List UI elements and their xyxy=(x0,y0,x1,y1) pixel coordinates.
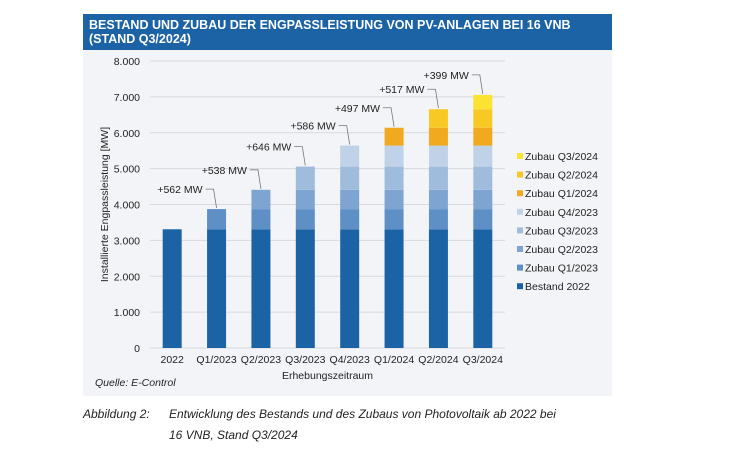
x-tick-label: Q1/2024 xyxy=(374,354,414,366)
caption-label: Abbildung 2: xyxy=(83,407,150,421)
y-tick-label: 0 xyxy=(134,343,140,355)
bar-segment xyxy=(295,166,315,190)
bar-segment xyxy=(384,209,404,230)
bar-segment xyxy=(207,229,227,348)
legend-label: Zubau Q2/2023 xyxy=(525,244,598,256)
bar-segment xyxy=(473,127,493,146)
bar-segment xyxy=(428,109,448,128)
bar-segment xyxy=(251,209,271,230)
bar-segment xyxy=(340,209,360,230)
y-tick-label: 8.000 xyxy=(114,56,140,68)
bar-segment xyxy=(473,94,493,110)
legend-label: Zubau Q1/2024 xyxy=(525,188,598,200)
bar-segment xyxy=(428,189,448,210)
x-tick-label: Q3/2024 xyxy=(463,354,503,366)
data-label: +646 MW xyxy=(246,142,291,154)
data-label: +586 MW xyxy=(290,121,335,133)
data-label-leader xyxy=(338,125,351,145)
data-label-leader xyxy=(294,146,306,166)
y-axis-title: Installierte Engpassleistung [MW] xyxy=(99,127,111,282)
x-tick-label: Q4/2023 xyxy=(330,354,370,366)
bar-segment xyxy=(428,166,448,190)
x-tick-label: Q2/2023 xyxy=(241,354,281,366)
bar-segment xyxy=(340,229,360,348)
legend-swatch xyxy=(517,227,523,234)
bar-segment xyxy=(340,189,360,210)
source-note: Quelle: E-Control xyxy=(95,377,176,389)
data-label-leader xyxy=(205,188,217,209)
bar-segment xyxy=(340,145,360,167)
legend-swatch xyxy=(517,246,523,252)
data-label: +517 MW xyxy=(379,84,424,96)
data-label: +538 MW xyxy=(202,165,247,177)
legend-label: Zubau Q2/2024 xyxy=(525,170,598,182)
x-tick-label: Q3/2023 xyxy=(285,354,325,366)
data-label: +497 MW xyxy=(335,103,380,115)
legend-label: Zubau Q1/2023 xyxy=(525,263,598,275)
bar-segment xyxy=(473,209,493,230)
figure-caption: Abbildung 2: Entwicklung des Bestands und… xyxy=(83,404,556,446)
data-label-leader xyxy=(427,88,439,109)
legend-label: Zubau Q3/2023 xyxy=(525,225,598,237)
legend-swatch xyxy=(517,153,523,159)
legend-swatch xyxy=(517,208,523,215)
y-tick-label: 1.000 xyxy=(114,307,140,319)
bar-segment xyxy=(473,229,493,348)
bar-segment xyxy=(340,166,360,190)
bar-segment xyxy=(384,189,404,210)
chart-title-bar: BESTAND UND ZUBAU DER ENGPASSLEISTUNG VO… xyxy=(83,14,612,50)
x-tick-label: Q2/2024 xyxy=(418,354,458,366)
data-label-leader xyxy=(249,169,262,189)
bar-segment xyxy=(473,166,493,190)
bar-segment xyxy=(295,229,315,348)
data-label-leader xyxy=(383,107,395,127)
caption-line1: Entwicklung des Bestands und des Zubaus … xyxy=(169,407,556,421)
y-tick-label: 2.000 xyxy=(114,271,140,283)
bar-segment xyxy=(384,229,404,348)
bar-segment xyxy=(428,209,448,230)
bar-segment xyxy=(295,189,315,210)
stacked-bar-chart: 0 1.000 2.000 3.000 4.000 5.000 6.000 7.000 8.00… xyxy=(99,56,598,382)
y-tick-label: 6.000 xyxy=(114,128,140,140)
bar-segment xyxy=(428,145,448,167)
bar-segment xyxy=(473,109,493,128)
bar-segment xyxy=(473,145,493,167)
legend-label: Zubau Q4/2023 xyxy=(525,207,598,219)
data-label: +562 MW xyxy=(157,184,202,196)
y-tick-label: 7.000 xyxy=(114,92,140,104)
bar-segment xyxy=(428,127,448,146)
bar-segment xyxy=(162,229,182,348)
bar-segment xyxy=(384,145,404,167)
x-axis-title: Erhebungszeitraum xyxy=(282,370,373,382)
x-tick-label: 2022 xyxy=(161,354,185,366)
data-label: +399 MW xyxy=(424,70,469,82)
bar-segment xyxy=(473,189,493,210)
bar-segment xyxy=(384,166,404,190)
legend-swatch xyxy=(517,171,523,178)
legend-swatch xyxy=(517,283,523,290)
y-tick-label: 3.000 xyxy=(114,235,140,247)
data-label-leader xyxy=(471,74,484,94)
bar-segment xyxy=(207,209,227,230)
legend-label: Bestand 2022 xyxy=(525,281,590,293)
bar-segment xyxy=(251,189,271,210)
legend-label: Zubau Q3/2024 xyxy=(525,151,598,163)
y-tick-label: 4.000 xyxy=(114,200,140,212)
x-tick-label: Q1/2023 xyxy=(196,354,236,366)
y-tick-label: 5.000 xyxy=(114,164,140,176)
chart-title: BESTAND UND ZUBAU DER ENGPASSLEISTUNG VO… xyxy=(89,18,571,32)
bar-segment xyxy=(384,127,404,146)
chart-panel: 0 1.000 2.000 3.000 4.000 5.000 6.000 7.000 8.00… xyxy=(83,14,612,396)
bar-segment xyxy=(251,229,271,348)
bar-segment xyxy=(428,229,448,348)
legend-swatch xyxy=(517,190,523,197)
bar-segment xyxy=(295,209,315,230)
caption-line2: 16 VNB, Stand Q3/2024 xyxy=(169,428,298,442)
chart-title-line2: (STAND Q3/2024) xyxy=(89,32,191,46)
legend-swatch xyxy=(517,264,523,271)
